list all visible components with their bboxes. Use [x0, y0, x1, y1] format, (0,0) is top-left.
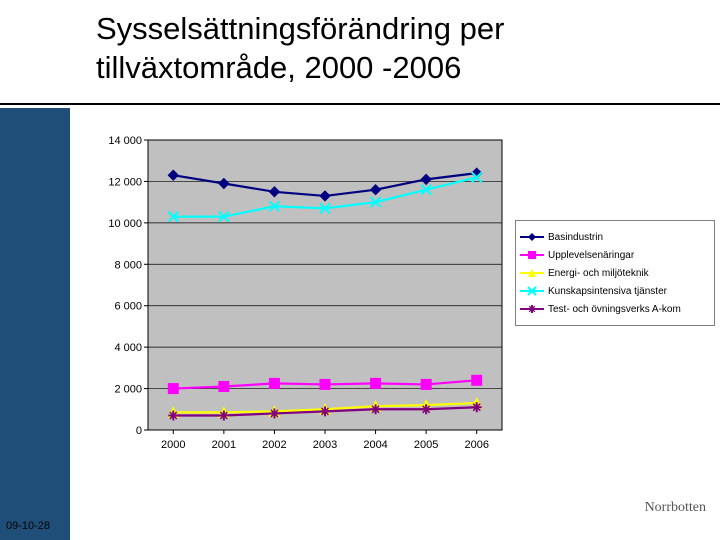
- left-sidebar: [0, 108, 70, 540]
- line-chart: 0 2 000 4 000 6 000 8 000 10 000 12 000 14 000 2…: [90, 130, 510, 460]
- page-title: Sysselsättningsförändring per tillväxtom…: [96, 10, 696, 88]
- legend-item: Energi- och miljöteknik: [520, 267, 710, 279]
- chart-svg: 0 2 000 4 000 6 000 8 000 10 000 12 000 14 000 2…: [90, 130, 510, 460]
- svg-text:0: 0: [136, 425, 142, 437]
- svg-text:12 000: 12 000: [108, 176, 142, 188]
- svg-text:2004: 2004: [363, 439, 387, 451]
- legend-label: Kunskapsintensiva tjänster: [548, 286, 667, 297]
- svg-text:2005: 2005: [414, 439, 438, 451]
- legend-label: Energi- och miljöteknik: [548, 268, 649, 279]
- footer-right: Norrbotten: [645, 500, 706, 516]
- legend-item: Kunskapsintensiva tjänster: [520, 285, 710, 297]
- slide: Sysselsättningsförändring per tillväxtom…: [0, 0, 720, 540]
- legend-item: Test- och övningsverks A-kom: [520, 303, 710, 315]
- footer-date: 09-10-28: [6, 520, 50, 532]
- svg-text:10 000: 10 000: [108, 218, 142, 230]
- svg-text:14 000: 14 000: [108, 135, 142, 147]
- svg-text:2001: 2001: [212, 439, 236, 451]
- svg-text:2000: 2000: [161, 439, 185, 451]
- legend-swatch: [520, 285, 544, 297]
- legend-label: Basindustrin: [548, 232, 603, 243]
- svg-text:4 000: 4 000: [114, 342, 142, 354]
- chart-legend: Basindustrin Upplevelsenäringar Energi- oc…: [515, 220, 715, 326]
- svg-text:2003: 2003: [313, 439, 337, 451]
- legend-label: Upplevelsenäringar: [548, 250, 634, 261]
- title-underline: [0, 103, 720, 105]
- svg-text:6 000: 6 000: [114, 301, 142, 313]
- svg-text:8 000: 8 000: [114, 259, 142, 271]
- svg-text:2002: 2002: [262, 439, 286, 451]
- legend-item: Upplevelsenäringar: [520, 249, 710, 261]
- svg-text:2 000: 2 000: [114, 384, 142, 396]
- legend-swatch: [520, 249, 544, 261]
- legend-item: Basindustrin: [520, 231, 710, 243]
- svg-text:2006: 2006: [464, 439, 488, 451]
- legend-swatch: [520, 267, 544, 279]
- legend-label: Test- och övningsverks A-kom: [548, 304, 681, 315]
- legend-swatch: [520, 303, 544, 315]
- legend-swatch: [520, 231, 544, 243]
